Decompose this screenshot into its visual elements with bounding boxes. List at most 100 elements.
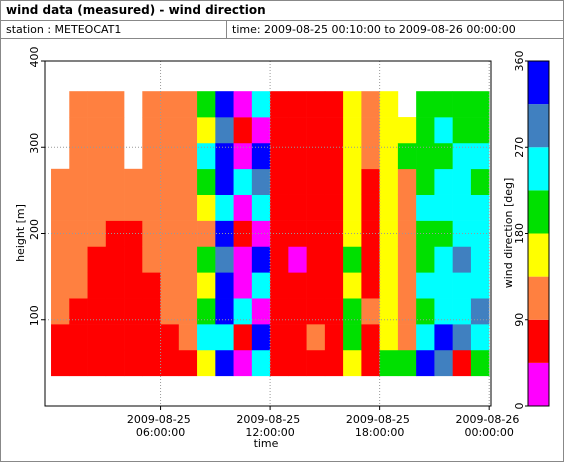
cell bbox=[324, 194, 344, 221]
cell bbox=[87, 194, 107, 221]
cell bbox=[361, 246, 380, 273]
cell bbox=[452, 298, 472, 325]
cell bbox=[142, 272, 161, 299]
cell bbox=[434, 91, 453, 118]
cell bbox=[343, 220, 362, 247]
cell bbox=[324, 324, 344, 351]
cell bbox=[324, 168, 344, 195]
colorbar-bin bbox=[528, 319, 549, 363]
cell bbox=[142, 324, 161, 351]
cell bbox=[306, 117, 326, 144]
cell bbox=[87, 91, 107, 118]
cell bbox=[379, 272, 399, 299]
cell bbox=[160, 349, 180, 377]
cell bbox=[379, 117, 399, 144]
cell bbox=[434, 168, 453, 195]
cell bbox=[361, 324, 380, 351]
cell bbox=[197, 272, 216, 299]
cell bbox=[233, 168, 253, 195]
colorbar-bin bbox=[528, 104, 549, 148]
cell bbox=[69, 168, 88, 195]
cell bbox=[197, 142, 216, 170]
cell bbox=[69, 349, 88, 377]
cell bbox=[233, 91, 253, 118]
cell bbox=[343, 324, 362, 351]
cell bbox=[397, 142, 417, 170]
cell bbox=[178, 324, 198, 351]
cell bbox=[470, 91, 490, 118]
cell bbox=[51, 194, 70, 221]
cell bbox=[288, 349, 307, 377]
cell bbox=[324, 272, 344, 299]
cell bbox=[197, 91, 216, 118]
cell bbox=[306, 168, 326, 195]
cell bbox=[215, 194, 234, 221]
cell bbox=[197, 194, 216, 221]
cell bbox=[397, 220, 417, 247]
cell bbox=[324, 91, 344, 118]
cell bbox=[233, 272, 253, 299]
cell bbox=[270, 117, 289, 144]
cell bbox=[452, 324, 472, 351]
cell bbox=[379, 349, 399, 377]
cell bbox=[306, 246, 326, 273]
cell bbox=[105, 220, 125, 247]
y-tick-label: 200 bbox=[28, 219, 41, 240]
cell bbox=[251, 142, 271, 170]
cell bbox=[343, 246, 362, 273]
cell bbox=[160, 91, 180, 118]
cell bbox=[160, 168, 180, 195]
cell bbox=[343, 272, 362, 299]
cell bbox=[270, 349, 289, 377]
cell bbox=[142, 246, 161, 273]
cell bbox=[324, 246, 344, 273]
cell bbox=[142, 194, 161, 221]
cell bbox=[470, 272, 490, 299]
cell bbox=[215, 91, 234, 118]
cell bbox=[288, 142, 307, 170]
cell bbox=[251, 272, 271, 299]
cell bbox=[233, 142, 253, 170]
cell bbox=[452, 142, 472, 170]
cell bbox=[361, 194, 380, 221]
cell bbox=[215, 246, 234, 273]
colorbar-tick-label: 0 bbox=[513, 403, 526, 410]
cell bbox=[124, 324, 143, 351]
cell bbox=[233, 298, 253, 325]
cell bbox=[452, 194, 472, 221]
cell bbox=[270, 168, 289, 195]
cell bbox=[87, 298, 107, 325]
cell bbox=[178, 220, 198, 247]
cell bbox=[324, 349, 344, 377]
cell bbox=[178, 142, 198, 170]
cell bbox=[105, 349, 125, 377]
cell bbox=[105, 117, 125, 144]
y-tick-label: 100 bbox=[28, 305, 41, 326]
cell bbox=[160, 220, 180, 247]
cell bbox=[51, 324, 70, 351]
cell bbox=[124, 220, 143, 247]
cell bbox=[178, 194, 198, 221]
cell bbox=[160, 272, 180, 299]
cell bbox=[69, 142, 88, 170]
cell bbox=[215, 272, 234, 299]
cell bbox=[416, 298, 435, 325]
cell bbox=[343, 349, 362, 377]
cell bbox=[306, 91, 326, 118]
cell bbox=[270, 272, 289, 299]
cell bbox=[452, 168, 472, 195]
cell bbox=[105, 298, 125, 325]
cell bbox=[452, 220, 472, 247]
cell bbox=[160, 142, 180, 170]
cell bbox=[251, 91, 271, 118]
cell bbox=[124, 298, 143, 325]
cell bbox=[105, 142, 125, 170]
cell bbox=[470, 194, 490, 221]
cell bbox=[197, 298, 216, 325]
cell bbox=[434, 142, 453, 170]
cell bbox=[251, 168, 271, 195]
colorbar-label: wind direction [deg] bbox=[502, 178, 515, 289]
cell bbox=[215, 349, 234, 377]
cell bbox=[306, 142, 326, 170]
cell bbox=[416, 349, 435, 377]
